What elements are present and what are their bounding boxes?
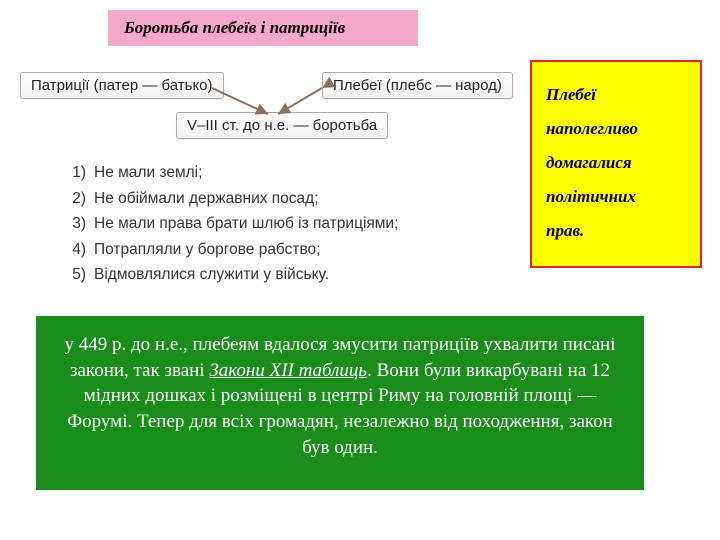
plebeian-grievances-list: 1) Не мали землі; 2) Не обіймали державн…: [60, 160, 460, 288]
title-text: Боротьба плебеїв і патриціїв: [124, 18, 345, 38]
list-number: 5): [60, 262, 86, 288]
callout-line: наполегливо: [546, 112, 686, 146]
callout-line: домагалися: [546, 146, 686, 180]
list-number: 3): [60, 211, 86, 237]
list-item: 2) Не обіймали державних посад;: [60, 186, 460, 212]
callout-plebeians-demand: Плебеї наполегливо домагалися політичних…: [530, 60, 702, 268]
list-text: Не мали землі;: [94, 160, 460, 186]
summary-law: Закони XII таблиць: [209, 360, 367, 381]
list-item: 5) Відмовлялися служити у війську.: [60, 262, 460, 288]
list-number: 4): [60, 237, 86, 263]
callout-line: прав.: [546, 214, 686, 248]
callout-line: Плебеї: [546, 78, 686, 112]
callout-line: політичних: [546, 180, 686, 214]
diagram: Патриції (патер — батько) Плебеї (плебс …: [20, 58, 500, 128]
list-text: Відмовлялися служити у війську.: [94, 262, 460, 288]
title-banner: Боротьба плебеїв і патриціїв: [108, 10, 418, 46]
list-number: 2): [60, 186, 86, 212]
list-text: Не мали права брати шлюб із патриціями;: [94, 211, 460, 237]
diagram-arrows: [20, 58, 500, 148]
list-item: 3) Не мали права брати шлюб із патриціям…: [60, 211, 460, 237]
list-text: Потрапляли у боргове рабство;: [94, 237, 460, 263]
list-number: 1): [60, 160, 86, 186]
list-item: 1) Не мали землі;: [60, 160, 460, 186]
list-item: 4) Потрапляли у боргове рабство;: [60, 237, 460, 263]
list-text: Не обіймали державних посад;: [94, 186, 460, 212]
bottom-summary: у 449 р. до н.е., плебеям вдалося змусит…: [36, 316, 644, 490]
